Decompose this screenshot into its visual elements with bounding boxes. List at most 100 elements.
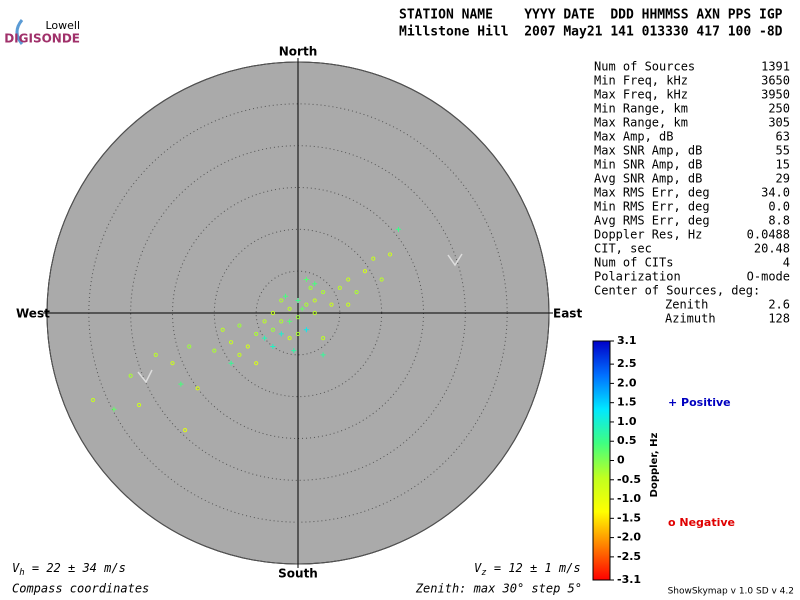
- source-positive: [395, 226, 401, 232]
- source-negative: [270, 310, 275, 316]
- source-negative: [312, 310, 317, 316]
- stat-label: Num of Sources: [594, 60, 695, 74]
- header-line: Millstone Hill 2007 May21 141 013330 417…: [399, 25, 783, 40]
- source-negative: [312, 298, 317, 303]
- direction: West: [16, 307, 50, 321]
- legend-marker: o: [668, 516, 679, 529]
- vh-symbol: V: [12, 561, 20, 575]
- source-positive: [111, 406, 117, 412]
- source-positive: [303, 327, 309, 333]
- source-positive: [278, 331, 284, 337]
- stat-value: 15: [776, 158, 790, 172]
- source-negative: [237, 323, 242, 328]
- stat-label: Polarization: [594, 270, 681, 284]
- vz-text: = 12 ± 1 m/s: [487, 561, 581, 575]
- source-negative: [362, 269, 368, 274]
- vz-symbol: V: [474, 561, 482, 575]
- source-negative: [195, 386, 200, 391]
- stat-label: Center of Sources, deg:: [594, 284, 760, 298]
- legend-label: Positive: [681, 396, 731, 409]
- source-negative: [321, 336, 326, 341]
- vh-text: = 22 ± 34 m/s: [25, 561, 126, 575]
- source-negative: [371, 256, 376, 261]
- colorbar-tick-label: 2.5: [617, 357, 637, 370]
- header-line: STATION NAME YYYY DATE DDD HHMMSS AXN PP…: [399, 8, 783, 23]
- stat-label: Max Amp, dB: [594, 130, 673, 144]
- stat-value: 34.0: [761, 186, 790, 200]
- colorbar-tick-label: 1.5: [617, 396, 637, 409]
- stat-label: Max SNR Amp, dB: [594, 144, 702, 158]
- source-positive: [270, 343, 276, 349]
- stat-label: Min RMS Err, deg: [594, 200, 710, 214]
- source-negative: [153, 352, 158, 357]
- source-positive: [291, 348, 297, 354]
- source-negative: [387, 252, 393, 257]
- stat-value: 2.6: [768, 298, 790, 312]
- source-negative: [220, 327, 225, 332]
- stat-label: Max RMS Err, deg: [594, 186, 710, 200]
- direction: South: [278, 567, 318, 581]
- source-negative: [262, 319, 267, 324]
- source-negative: [128, 373, 133, 378]
- stat-value: 63: [776, 130, 790, 144]
- source-negative: [90, 397, 96, 403]
- stat-label: Doppler Res, Hz: [594, 228, 702, 242]
- source-positive: [303, 277, 309, 283]
- velocity-marker: [447, 253, 463, 267]
- source-negative: [279, 298, 284, 303]
- stat-value: 29: [776, 172, 790, 186]
- stat-value: 305: [768, 116, 790, 130]
- source-negative: [187, 344, 192, 349]
- source-positive: [295, 297, 301, 303]
- source-negative: [329, 302, 334, 307]
- stat-label: Min Range, km: [594, 102, 688, 116]
- version: ShowSkymap v 1.0 SD v 4.2: [668, 587, 794, 597]
- colorbar-tick-label: 3.1: [617, 334, 637, 347]
- source-negative: [170, 361, 175, 366]
- legend-marker: +: [668, 396, 681, 409]
- source-positive: [262, 335, 268, 341]
- source-negative: [245, 344, 250, 349]
- zenith-note: Zenith: max 30° step 5°: [415, 582, 582, 596]
- legend-label: Negative: [679, 516, 735, 529]
- stat-value: 1391: [761, 60, 790, 74]
- source-negative: [254, 361, 259, 366]
- legend-entry: o Negative: [668, 516, 735, 529]
- stat-value: 128: [768, 312, 790, 326]
- stat-value: 55: [776, 144, 790, 158]
- source-negative: [346, 277, 351, 282]
- source-positive: [320, 352, 326, 358]
- source-negative: [354, 289, 359, 295]
- source-positive: [287, 318, 293, 324]
- colorbar-tick-label: 2.0: [617, 376, 637, 389]
- source-negative: [270, 327, 275, 332]
- stat-label: Min Freq, kHz: [594, 74, 688, 88]
- colorbar-tick-label: -1.0: [617, 492, 641, 505]
- stat-label: Min SNR Amp, dB: [594, 158, 702, 172]
- stat-label: Max Freq, kHz: [594, 88, 688, 102]
- colorbar-tick-label: -1.5: [617, 511, 641, 524]
- stat-label: Avg SNR Amp, dB: [594, 172, 702, 186]
- vz: Vz = 12 ± 1 m/s: [474, 561, 581, 578]
- direction: East: [553, 307, 582, 321]
- source-negative: [337, 285, 342, 290]
- source-negative: [304, 302, 309, 307]
- source-negative: [212, 348, 217, 353]
- source-negative: [379, 277, 384, 282]
- direction: North: [279, 45, 317, 59]
- stat-value: 0.0488: [747, 228, 790, 242]
- stat-value: 20.48: [754, 242, 790, 256]
- stat-label: CIT, sec: [594, 242, 652, 256]
- stat-label: Avg RMS Err, deg: [594, 214, 710, 228]
- stat-label: Max Range, km: [594, 116, 688, 130]
- logo-top: Lowell: [45, 19, 80, 32]
- velocity-marker: [137, 369, 153, 384]
- colorbar-tick-label: -2.5: [617, 550, 641, 563]
- colorbar-tick-label: -2.0: [617, 531, 641, 544]
- source-negative: [321, 289, 326, 295]
- source-negative: [346, 302, 351, 307]
- legend-entry: + Positive: [668, 396, 731, 409]
- stat-label: Zenith: [665, 298, 708, 312]
- skymap: [43, 58, 553, 568]
